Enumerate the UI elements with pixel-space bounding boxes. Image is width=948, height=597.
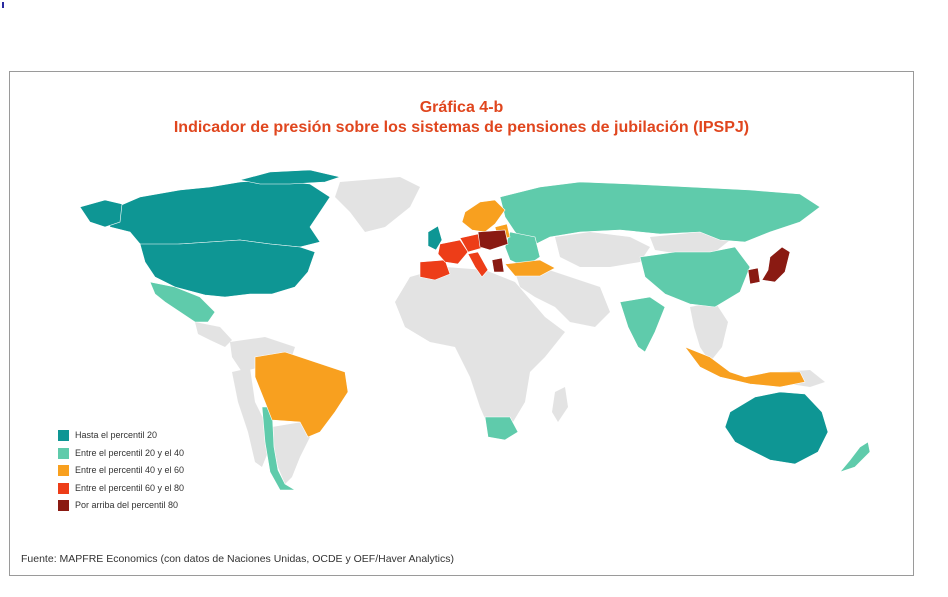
spain-portugal [419,259,451,281]
legend-swatch [58,465,69,477]
greenland [335,177,420,232]
legend-label: Entre el percentil 40 y el 60 [75,465,185,476]
legend-item: Entre el percentil 60 y el 80 [58,480,184,498]
world-map [79,169,871,491]
france [437,239,469,265]
turkey [504,259,556,277]
legend-item: Entre el percentil 40 y el 60 [58,462,184,480]
central-europe [459,233,483,253]
mexico [149,281,216,323]
india [619,296,666,353]
south-america-west [232,368,268,467]
legend-item: Por arriba del percentil 80 [58,497,184,515]
legend-label: Entre el percentil 60 y el 80 [75,482,185,493]
united-states [139,239,316,298]
chart-number: Gráfica 4-b [419,99,504,116]
chart-title: Indicador de presión sobre los sistemas … [173,119,750,136]
indonesia [684,346,806,388]
mongolia [650,232,730,254]
germany-poland [477,229,509,251]
region-p20-group [79,169,829,465]
no-data-regions [195,177,825,484]
legend-item: Entre el percentil 20 y el 40 [58,445,184,463]
chile-argentina [261,406,297,491]
southeast-asia [690,302,728,362]
china [639,246,751,308]
legend-label: Por arriba del percentil 80 [75,500,179,511]
source-note: Fuente: MAPFRE Economics (con datos de N… [21,553,454,565]
africa [395,267,565,430]
ireland-uk [427,225,443,251]
canada-arctic [239,169,342,185]
korea [747,267,761,285]
region-p40-60-group [254,199,806,438]
region-p80-group [477,229,791,285]
central-asia [555,232,650,267]
middle-east [515,267,610,327]
south-africa [484,416,519,441]
legend-item: Hasta el percentil 20 [58,427,184,445]
australia [724,391,829,465]
chart-frame: Gráfica 4-b Indicador de presión sobre l… [9,71,914,576]
italy [467,251,489,278]
region-p60-80-group [419,233,489,281]
map-legend: Hasta el percentil 20 Entre el percentil… [58,427,184,515]
legend-label: Hasta el percentil 20 [75,430,158,441]
legend-swatch [58,430,69,442]
region-p20-40-group [149,181,871,491]
legend-swatch [58,447,69,459]
madagascar [552,387,568,422]
brazil [254,351,349,438]
alaska [79,199,123,228]
argentina-interior [272,422,310,484]
corner-mark [2,2,4,8]
new-zealand [839,441,871,473]
canada [104,179,331,248]
legend-label: Entre el percentil 20 y el 40 [75,447,185,458]
legend-swatch [58,500,69,512]
central-america-caribbean [195,322,232,347]
scandinavia [461,199,506,233]
greece [491,257,505,273]
japan [761,246,791,283]
legend-swatch [58,482,69,494]
